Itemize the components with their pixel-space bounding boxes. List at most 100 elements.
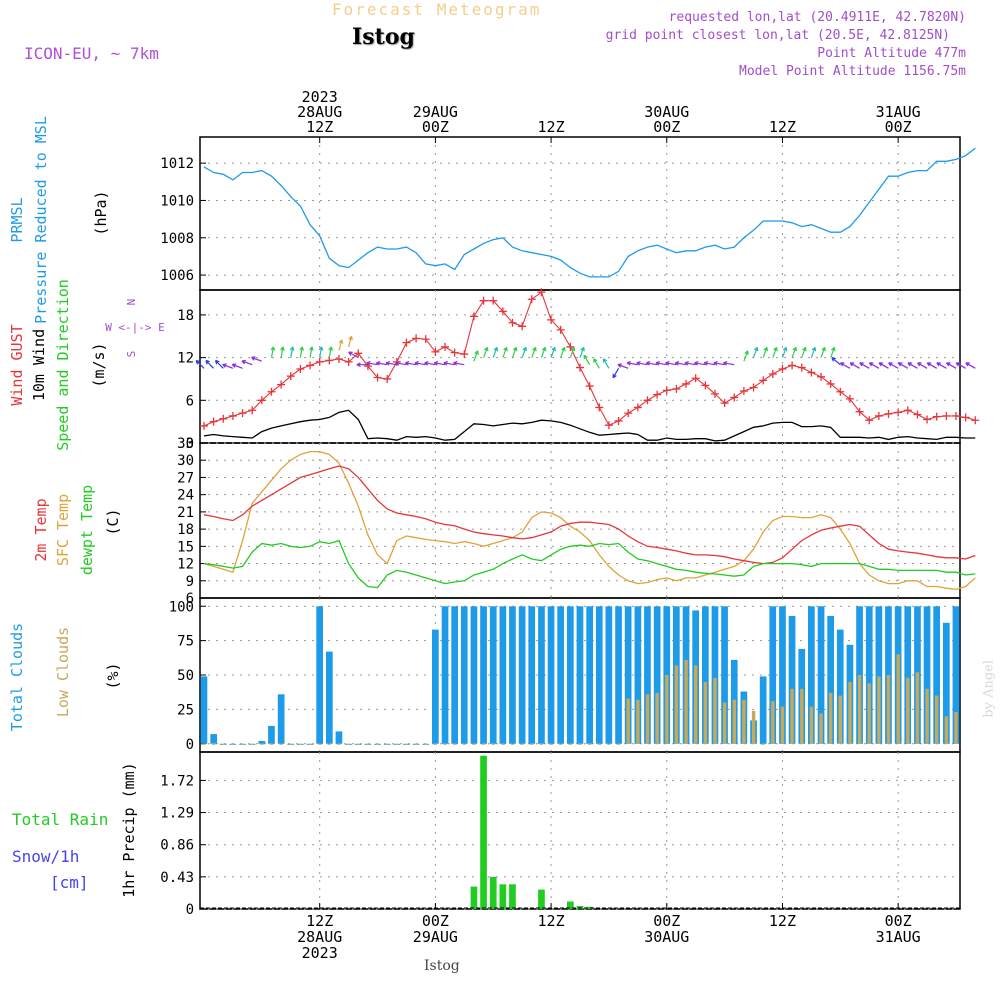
gust-marker bbox=[865, 416, 874, 425]
gust-marker bbox=[267, 387, 276, 396]
gust-marker bbox=[826, 379, 835, 388]
gust-marker bbox=[248, 406, 257, 415]
low-cloud-bar bbox=[867, 683, 871, 744]
temp-dewpt-ylabel: dewpt Temp bbox=[78, 485, 96, 575]
low-cloud-bar bbox=[954, 712, 958, 744]
low-cloud-bar bbox=[877, 676, 881, 744]
bottom-time-label: 28AUG bbox=[297, 928, 342, 946]
total-cloud-bar bbox=[277, 694, 285, 744]
wind-direction-arrow bbox=[289, 346, 295, 358]
top-time-label: 2023 bbox=[302, 88, 338, 106]
wind-direction-arrow bbox=[443, 361, 455, 366]
wind-direction-arrow bbox=[309, 346, 314, 358]
top-time-label: 00Z bbox=[422, 118, 449, 136]
model-label: ICON-EU, ~ 7km bbox=[24, 44, 159, 63]
ytick-label-clouds: 50 bbox=[177, 668, 194, 684]
total-cloud-bar bbox=[567, 606, 574, 744]
top-time-label: 28AUG bbox=[297, 103, 342, 121]
gust-marker bbox=[836, 387, 845, 396]
rain-bar bbox=[509, 884, 516, 909]
ytick-label-temperature: 33 bbox=[177, 436, 194, 452]
rain-bar bbox=[567, 901, 574, 909]
wind-direction-arrow bbox=[752, 346, 759, 358]
gust-marker bbox=[730, 393, 739, 402]
total-cloud-bar bbox=[480, 606, 487, 744]
gust-marker bbox=[845, 394, 854, 403]
wind-direction-arrow bbox=[569, 346, 576, 358]
gust-marker bbox=[460, 350, 469, 359]
wind-direction-arrow bbox=[626, 361, 638, 366]
wind-direction-arrow bbox=[617, 363, 629, 369]
wind-direction-arrow bbox=[414, 361, 426, 366]
total-cloud-bar bbox=[808, 606, 815, 744]
ytick-label-temperature: 30 bbox=[177, 453, 194, 469]
wind-direction-arrow bbox=[955, 362, 966, 369]
gust-marker bbox=[932, 412, 941, 421]
wind-direction-arrow bbox=[483, 346, 489, 358]
gust-marker bbox=[402, 338, 411, 347]
pressure-ylabel-2: Pressure Reduced to MSL bbox=[32, 116, 50, 324]
total-cloud-bar bbox=[933, 606, 940, 744]
ytick-label-temperature: 6 bbox=[186, 591, 194, 607]
gust-marker bbox=[547, 315, 556, 324]
low-cloud-bar bbox=[665, 675, 669, 744]
wind-direction-arrow bbox=[801, 346, 807, 358]
wind-direction-arrow bbox=[348, 351, 359, 359]
wind-direction-arrow bbox=[583, 354, 591, 366]
total-cloud-bar bbox=[538, 606, 545, 744]
low-cloud-bar bbox=[472, 743, 476, 745]
gust-marker bbox=[306, 361, 315, 370]
bottom-time-label: 29AUG bbox=[413, 928, 458, 946]
low-cloud-bar bbox=[790, 688, 794, 744]
total-cloud-bar bbox=[817, 606, 825, 744]
total-cloud-bar bbox=[875, 606, 883, 744]
ytick-label-wind: 18 bbox=[177, 308, 194, 324]
gust-marker bbox=[672, 384, 681, 393]
gust-marker bbox=[903, 406, 912, 415]
wind-direction-arrow bbox=[433, 361, 446, 366]
low-cloud-bar bbox=[559, 743, 563, 745]
gust-marker bbox=[682, 379, 691, 388]
low-cloud-bar bbox=[780, 706, 785, 744]
low-cloud-bar bbox=[395, 743, 399, 745]
low-cloud-bar bbox=[510, 743, 515, 745]
low-cloud-bar bbox=[819, 713, 823, 744]
low-cloud-bar bbox=[289, 743, 293, 745]
low-cloud-bar bbox=[578, 743, 582, 745]
gust-marker bbox=[257, 396, 266, 405]
ytick-label-wind: 0 bbox=[186, 436, 194, 452]
top-time-label: 00Z bbox=[653, 118, 680, 136]
total-cloud-bar bbox=[326, 651, 333, 744]
gust-marker bbox=[421, 335, 430, 344]
low-cloud-bar bbox=[356, 743, 360, 745]
low-cloud-bar bbox=[318, 743, 322, 745]
wind-direction-arrow bbox=[674, 361, 687, 366]
wind-direction-arrow bbox=[859, 362, 870, 369]
wind-direction-arrow bbox=[897, 362, 909, 369]
ytick-label-temperature: 15 bbox=[177, 539, 194, 555]
gust-marker bbox=[441, 342, 450, 351]
total-cloud-bar bbox=[460, 606, 468, 744]
wind-direction-arrow bbox=[270, 346, 276, 358]
ytick-label-wind: 6 bbox=[186, 393, 194, 409]
total-cloud-bar bbox=[528, 606, 536, 744]
ytick-label-clouds: 25 bbox=[177, 702, 194, 718]
total-cloud-bar bbox=[702, 606, 709, 744]
wind-direction-arrow bbox=[849, 362, 860, 369]
low-cloud-bar bbox=[944, 716, 949, 744]
wind-dir-ylabel: Speed and Direction bbox=[54, 279, 72, 451]
ytick-label-temperature: 9 bbox=[186, 574, 194, 590]
gust-marker bbox=[286, 372, 295, 381]
wind-direction-arrow bbox=[684, 361, 696, 366]
gust-marker bbox=[971, 416, 980, 425]
ytick-label-precip: 0.86 bbox=[160, 838, 194, 854]
requested-coords: requested lon,lat (20.4911E, 42.7820N) bbox=[668, 10, 966, 25]
top-time-label: 12Z bbox=[769, 118, 796, 136]
total-cloud-bar bbox=[634, 606, 642, 744]
wind-direction-arrow bbox=[385, 361, 397, 366]
total-cloud-bar bbox=[268, 725, 275, 744]
gust-marker bbox=[469, 312, 478, 321]
ytick-label-pressure: 1010 bbox=[160, 193, 194, 209]
wind-direction-arrow bbox=[703, 361, 716, 366]
